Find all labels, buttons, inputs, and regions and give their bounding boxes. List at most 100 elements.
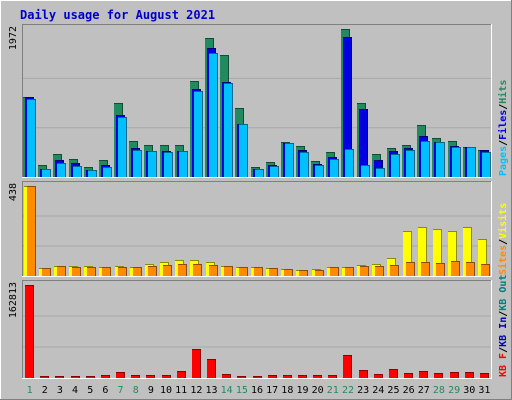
bar-top-edge <box>372 264 381 265</box>
bar-top-edge <box>222 82 231 83</box>
bar-sites-day-21 <box>330 267 339 276</box>
x-tick-label-day-23: 23 <box>357 385 369 396</box>
bar-top-edge <box>164 152 173 153</box>
legend-entry: Visits <box>497 203 509 239</box>
x-tick-label-day-11: 11 <box>175 385 187 396</box>
bar-top-edge <box>300 152 309 153</box>
bar-pages-day-7 <box>118 117 127 177</box>
bar-shadow <box>65 266 66 276</box>
bar-sites-day-28 <box>436 263 445 276</box>
bar-shadow <box>353 267 354 276</box>
bar-pages-day-26 <box>406 150 415 177</box>
bar-top-edge <box>55 160 64 161</box>
bar-shadow <box>460 147 461 177</box>
bar-top-edge <box>343 37 352 38</box>
legend-entry: / <box>498 347 509 353</box>
bar-top-edge <box>389 369 398 370</box>
bar-top-edge <box>118 267 127 268</box>
bar-top-edge <box>315 165 324 166</box>
legend-entry: Files <box>497 110 509 140</box>
bar-shadow <box>247 124 248 177</box>
bar-top-edge <box>406 262 415 263</box>
bar-shadow <box>368 266 369 276</box>
bar-shadow <box>156 266 157 276</box>
bar-top-edge <box>101 375 110 376</box>
bar-shadow <box>444 142 445 177</box>
bar-shadow <box>81 166 82 177</box>
bar-top-edge <box>40 376 49 377</box>
bar-visits-day-28 <box>433 229 442 276</box>
bar-top-edge <box>163 265 172 266</box>
bar-shadow <box>427 371 428 378</box>
bar-top-edge <box>359 109 368 110</box>
bar-shadow <box>217 53 218 177</box>
bar-shadow <box>471 227 472 276</box>
bar-top-edge <box>372 154 381 155</box>
x-tick-label-day-29: 29 <box>448 385 460 396</box>
legend-entry: Sites <box>497 245 509 275</box>
bar-pages-day-12 <box>194 91 203 177</box>
bar-sites-day-7 <box>118 267 127 276</box>
x-tick-label-day-13: 13 <box>205 385 217 396</box>
bar-files-day-23 <box>359 109 368 177</box>
bar-kb-f-day-17 <box>268 375 277 378</box>
bar-shadow <box>263 169 264 177</box>
bar-top-edge <box>224 266 233 267</box>
bar-top-edge <box>177 371 186 372</box>
bar-kb-f-day-25 <box>389 369 398 378</box>
bar-kb-f-day-14 <box>222 374 231 378</box>
bar-top-edge <box>315 270 324 271</box>
x-tick-label-day-26: 26 <box>403 385 415 396</box>
bar-top-edge <box>375 266 384 267</box>
bar-top-edge <box>361 165 370 166</box>
bar-top-edge <box>144 145 153 146</box>
x-tick-label-day-19: 19 <box>296 385 308 396</box>
bar-shadow <box>262 267 263 276</box>
bar-shadow <box>411 231 412 276</box>
bar-kb-f-day-26 <box>404 373 413 378</box>
bar-top-edge <box>432 138 441 139</box>
bar-top-edge <box>192 89 201 90</box>
bar-shadow <box>369 165 370 177</box>
bar-top-edge <box>389 151 398 152</box>
bar-top-edge <box>42 169 51 170</box>
bar-sites-day-5 <box>87 267 96 276</box>
bar-top-edge <box>57 266 66 267</box>
bar-shadow <box>412 373 413 378</box>
bar-visits-day-26 <box>403 231 412 276</box>
bar-top-edge <box>284 269 293 270</box>
bar-top-edge <box>343 355 352 356</box>
x-tick-label-day-6: 6 <box>102 385 108 396</box>
legend-entry: / <box>498 311 509 317</box>
bar-top-edge <box>84 266 93 267</box>
bar-shadow <box>95 267 96 276</box>
bar-top-edge <box>326 152 335 153</box>
bar-top-edge <box>255 169 264 170</box>
legend-entry: Pages <box>498 146 509 176</box>
bar-sites-day-31 <box>481 264 490 276</box>
bar-pages-day-17 <box>270 166 279 177</box>
bar-top-edge <box>129 141 138 142</box>
bar-kb-f-day-21 <box>328 375 337 378</box>
bar-top-edge <box>391 154 400 155</box>
bar-top-edge <box>270 166 279 167</box>
bar-pages-day-18 <box>285 143 294 177</box>
bar-shadow <box>187 151 188 177</box>
bar-top-edge <box>450 372 459 373</box>
bar-sites-day-1 <box>27 186 36 276</box>
bar-sites-day-8 <box>133 267 142 276</box>
bar-top-edge <box>101 165 110 166</box>
bar-shadow <box>126 117 127 177</box>
x-tick-label-day-20: 20 <box>312 385 324 396</box>
bar-shadow <box>50 169 51 177</box>
bar-sites-day-19 <box>299 270 308 276</box>
bar-shadow <box>185 371 186 378</box>
bar-kb-f-day-30 <box>465 372 474 378</box>
legend-entry: Hits <box>497 80 509 104</box>
x-tick-label-day-16: 16 <box>251 385 263 396</box>
bar-shadow <box>338 267 339 276</box>
bar-shadow <box>429 262 430 276</box>
bar-top-edge <box>268 375 277 376</box>
bar-kb-f-day-6 <box>101 375 110 378</box>
bar-top-edge <box>162 151 171 152</box>
